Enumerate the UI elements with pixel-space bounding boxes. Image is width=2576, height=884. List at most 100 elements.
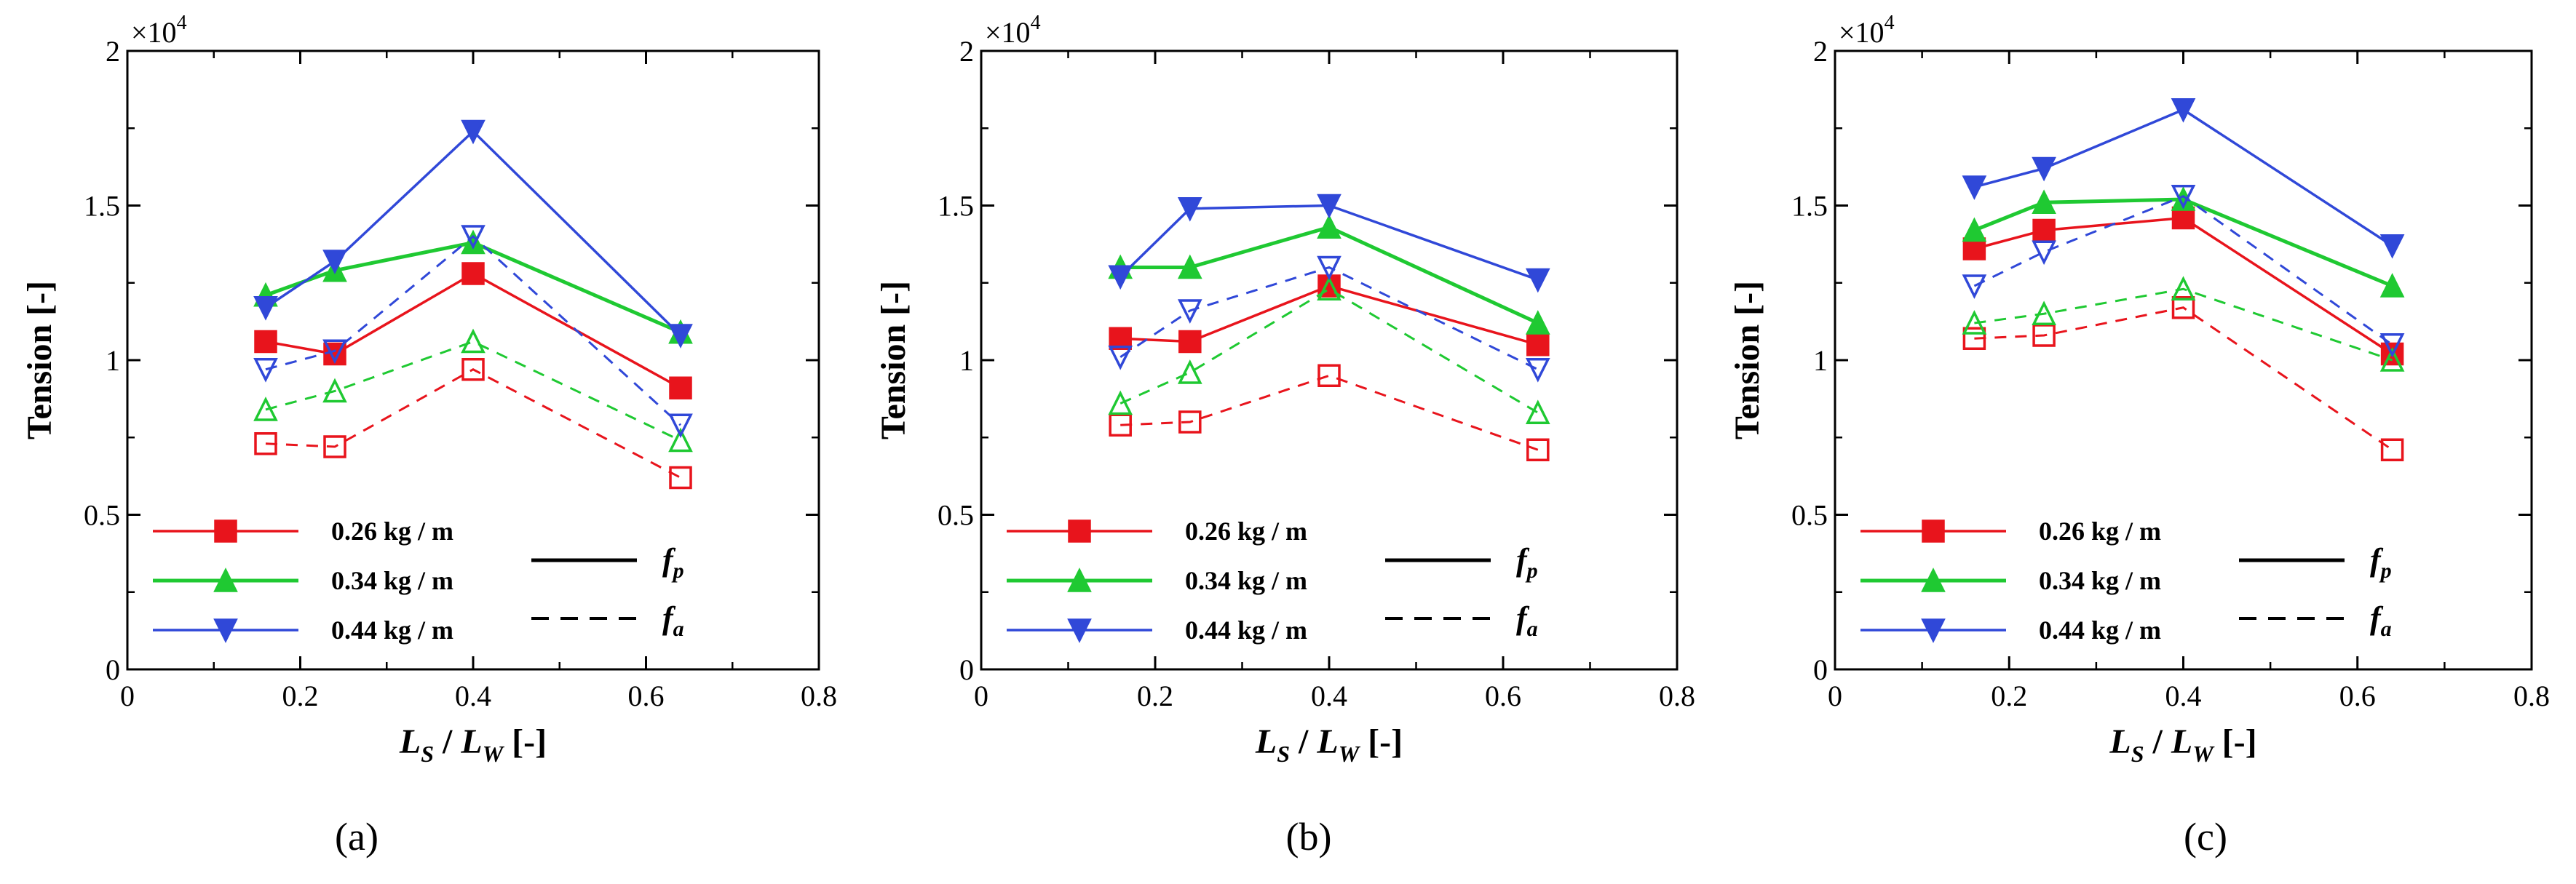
data-point-marker xyxy=(1962,274,1987,299)
series-line-fa xyxy=(1120,374,1539,451)
data-point-marker xyxy=(2171,98,2196,123)
series-line-fp xyxy=(1973,197,2393,288)
style-key-label: fp xyxy=(662,542,684,583)
legend-label: 0.26 kg / m xyxy=(1185,517,1307,546)
data-point-marker xyxy=(323,435,346,458)
x-tick-label: 0 xyxy=(974,680,988,712)
data-point-marker xyxy=(1177,254,1202,279)
data-point-marker xyxy=(668,324,693,349)
style-key-label: fa xyxy=(662,600,684,641)
legend-label: 0.34 kg / m xyxy=(2039,566,2161,595)
y-tick-label: 2 xyxy=(106,35,120,68)
data-point-marker xyxy=(2171,276,2196,300)
x-tick-label: 0.8 xyxy=(1659,680,1695,712)
x-tick-label: 0 xyxy=(1828,680,1842,712)
data-point-marker xyxy=(1108,265,1133,290)
y-tick-label: 0 xyxy=(1813,653,1828,686)
x-tick-label: 0.8 xyxy=(2513,680,2550,712)
style-key-label: fa xyxy=(1516,600,1538,641)
data-point-marker xyxy=(669,376,692,399)
series-line-fa xyxy=(265,340,681,442)
x-axis-title: LS / LW [-] xyxy=(1255,722,1403,767)
legend-label: 0.34 kg / m xyxy=(1185,566,1307,595)
data-point-marker xyxy=(461,119,486,145)
data-point-marker xyxy=(254,432,277,455)
data-point-marker xyxy=(2032,189,2056,214)
series-line-fp xyxy=(1119,204,1539,282)
data-point-marker xyxy=(2171,296,2195,319)
legend-label: 0.44 kg / m xyxy=(2039,616,2161,645)
data-point-marker xyxy=(668,427,693,453)
legend-marker xyxy=(1067,618,1092,643)
series-line-fp xyxy=(1973,108,2393,247)
series-line-fp xyxy=(265,240,681,335)
data-point-marker xyxy=(1108,346,1133,370)
legend-marker xyxy=(1067,568,1092,592)
chart-panel: 0 0.2 0.4 0.6 0.8 0 0.5 1 1.5 2 ×104 Tension [-] LS … xyxy=(874,12,1695,859)
legend-marker xyxy=(1922,519,1945,543)
y-axis-title: Tension [-] xyxy=(20,281,59,439)
y-axis-title: Tension [-] xyxy=(1728,281,1767,439)
data-point-marker xyxy=(1178,330,1202,354)
x-tick-label: 0.6 xyxy=(628,680,665,712)
data-point-marker xyxy=(253,397,278,421)
data-point-marker xyxy=(2032,300,2056,325)
x-axis-title: LS / LW [-] xyxy=(2109,722,2256,767)
legend-label: 0.26 kg / m xyxy=(331,517,453,546)
y-tick-label: 1 xyxy=(106,344,120,377)
legend-marker xyxy=(1921,618,1946,643)
x-tick-label: 0.2 xyxy=(1991,680,2027,712)
y-tick-label: 0 xyxy=(959,653,974,686)
series-line-fa xyxy=(1119,266,1539,371)
y-tick-label: 0.5 xyxy=(938,499,974,532)
data-point-marker xyxy=(1317,194,1341,219)
legend-label: 0.44 kg / m xyxy=(331,616,453,645)
y-tick-label: 1.5 xyxy=(938,190,974,223)
chart-panel: 0 0.2 0.4 0.6 0.8 0 0.5 1 1.5 2 ×104 Tension [-] LS … xyxy=(1728,12,2550,859)
data-point-marker xyxy=(1178,410,1202,434)
data-point-marker xyxy=(1177,197,1202,222)
y-tick-label: 2 xyxy=(1813,35,1828,68)
data-point-marker xyxy=(1962,310,1987,335)
data-point-marker xyxy=(1177,359,1202,384)
y-tick-label: 1 xyxy=(959,344,974,377)
y-tick-label: 2 xyxy=(959,35,974,68)
data-point-marker xyxy=(253,296,278,321)
data-point-marker xyxy=(253,358,278,383)
data-point-marker xyxy=(2032,240,2056,266)
series-line-fp xyxy=(1120,284,1539,346)
legend-label: 0.44 kg / m xyxy=(1185,616,1307,645)
data-point-marker xyxy=(2379,333,2405,358)
data-point-marker xyxy=(1317,276,1341,300)
x-tick-label: 0.4 xyxy=(1311,680,1347,712)
legend-marker xyxy=(1921,568,1946,592)
data-point-marker xyxy=(1962,175,1987,200)
style-key-label: fa xyxy=(2370,600,2392,641)
x-tick-label: 0.6 xyxy=(1485,680,1521,712)
data-point-marker xyxy=(1525,358,1550,383)
legend-marker xyxy=(213,568,238,592)
plot-frame xyxy=(1834,49,2533,671)
data-point-marker xyxy=(2379,347,2405,372)
data-point-marker xyxy=(322,339,347,365)
legend-marker xyxy=(214,519,237,543)
y-scale-label: ×104 xyxy=(985,12,1041,49)
y-scale-label: ×104 xyxy=(1839,12,1895,49)
panel-label: (a) xyxy=(335,815,379,859)
y-tick-label: 1.5 xyxy=(84,190,120,223)
data-point-marker xyxy=(1526,438,1550,461)
legend-label: 0.34 kg / m xyxy=(331,566,453,595)
x-axis-title: LS / LW [-] xyxy=(399,722,547,767)
y-tick-label: 0 xyxy=(106,653,120,686)
x-tick-label: 0.2 xyxy=(282,680,319,712)
data-point-marker xyxy=(461,358,485,381)
x-tick-label: 0.6 xyxy=(2339,680,2376,712)
data-point-marker xyxy=(461,225,486,250)
x-tick-label: 0.4 xyxy=(2165,680,2202,712)
x-tick-label: 0 xyxy=(120,680,135,712)
y-axis-title: Tension [-] xyxy=(874,281,913,439)
y-tick-label: 1.5 xyxy=(1791,190,1828,223)
legend-marker xyxy=(1068,519,1091,543)
series-line-fa xyxy=(1973,195,2393,346)
